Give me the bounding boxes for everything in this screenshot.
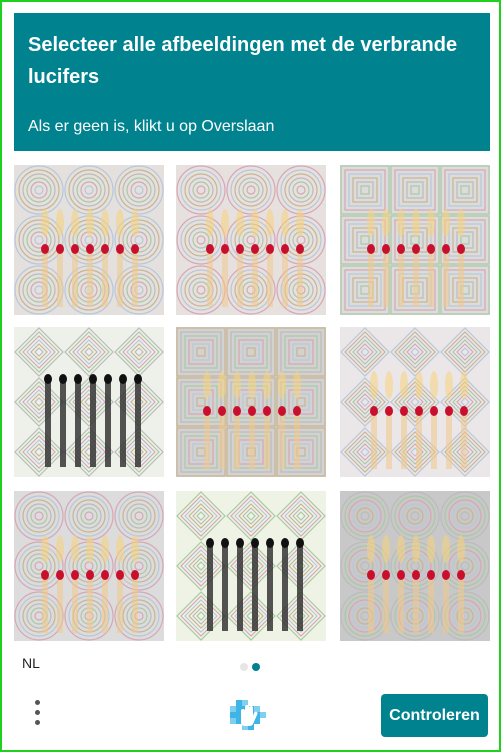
captcha-image-tile[interactable]	[176, 165, 326, 315]
captcha-image-tile[interactable]	[340, 327, 490, 477]
prompt-title: Selecteer alle afbeeldingen met de verbr…	[28, 34, 458, 88]
captcha-image	[340, 491, 490, 641]
menu-dot-icon	[34, 700, 40, 705]
pagination-dots	[240, 658, 264, 676]
captcha-image	[176, 327, 326, 477]
page-dot-1[interactable]	[240, 663, 248, 671]
page-dot-2[interactable]	[252, 663, 260, 671]
captcha-image-tile[interactable]	[176, 327, 326, 477]
captcha-image-tile[interactable]	[340, 491, 490, 641]
captcha-image	[176, 165, 326, 315]
hcaptcha-hand-icon	[230, 696, 266, 732]
captcha-image	[340, 327, 490, 477]
prompt-banner: Selecteer alle afbeeldingen met de verbr…	[14, 13, 490, 151]
captcha-image-tile[interactable]	[340, 165, 490, 315]
captcha-image	[14, 165, 164, 315]
menu-dot-icon	[34, 720, 40, 725]
captcha-image	[14, 327, 164, 477]
image-grid	[14, 165, 491, 641]
captcha-image	[340, 165, 490, 315]
captcha-image	[14, 491, 164, 641]
captcha-image	[176, 491, 326, 641]
menu-dot-icon	[34, 710, 40, 715]
captcha-image-tile[interactable]	[14, 327, 164, 477]
menu-button[interactable]	[26, 696, 48, 732]
prompt-subtitle: Als er geen is, klikt u op Overslaan	[28, 118, 275, 135]
language-label[interactable]: NL	[22, 655, 40, 671]
captcha-image-tile[interactable]	[176, 491, 326, 641]
captcha-image-tile[interactable]	[14, 491, 164, 641]
verify-button[interactable]: Controleren	[381, 694, 488, 737]
captcha-image-tile[interactable]	[14, 165, 164, 315]
